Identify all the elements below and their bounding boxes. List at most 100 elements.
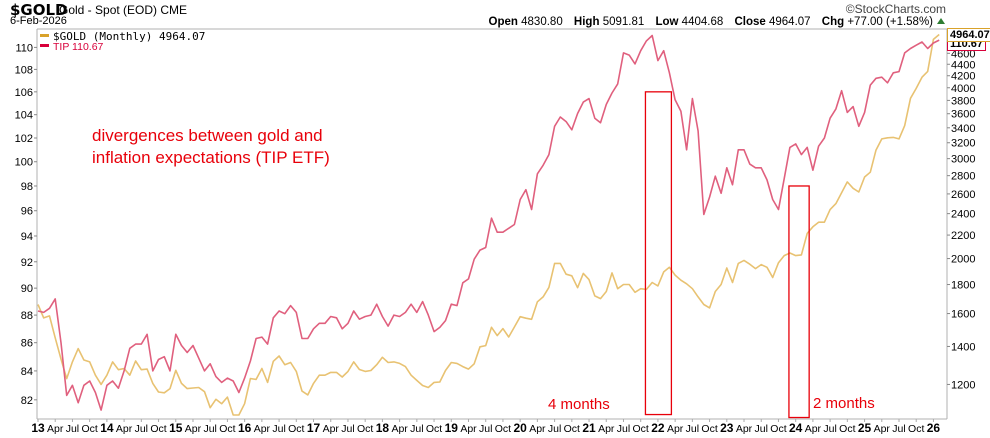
symbol-description: Gold - Spot (EOD) CME bbox=[59, 3, 188, 17]
right-tick-label: 1600 bbox=[951, 309, 975, 321]
stockcharts-logo[interactable]: ©StockCharts.com bbox=[845, 2, 946, 16]
x-year-label: 20 bbox=[513, 421, 527, 435]
x-month-label: Jul bbox=[66, 423, 79, 435]
x-month-label: Apr bbox=[460, 423, 477, 435]
up-arrow-icon bbox=[937, 18, 945, 24]
left-tick-label: 106 bbox=[15, 87, 33, 99]
x-month-label: Oct bbox=[564, 423, 580, 435]
right-tick-label: 4600 bbox=[951, 48, 975, 60]
close-value: 4964.07 bbox=[768, 16, 811, 28]
x-month-label: Jul bbox=[479, 423, 492, 435]
right-tick-label: 2600 bbox=[951, 189, 975, 201]
tip-legend-swatch bbox=[40, 44, 49, 47]
left-tick-label: 108 bbox=[15, 64, 33, 76]
x-month-label: Jul bbox=[823, 423, 836, 435]
right-tick-label: 3200 bbox=[951, 138, 975, 150]
divergence-box bbox=[788, 185, 810, 419]
x-month-label: Apr bbox=[254, 423, 271, 435]
low-value: 4404.68 bbox=[681, 16, 724, 28]
gold-series-line bbox=[37, 33, 940, 416]
right-tick-label: 2000 bbox=[951, 254, 975, 266]
right-tick-label: 2400 bbox=[951, 209, 975, 221]
left-tick-label: 94 bbox=[21, 231, 33, 243]
x-month-label: Oct bbox=[908, 423, 924, 435]
x-month-label: Apr bbox=[185, 423, 202, 435]
x-month-label: Jul bbox=[686, 423, 699, 435]
right-tick-label: 3800 bbox=[951, 95, 975, 107]
box2-label: 2 months bbox=[813, 395, 875, 412]
left-tick-label: 86 bbox=[21, 338, 33, 350]
x-month-label: Jul bbox=[272, 423, 285, 435]
x-year-label: 26 bbox=[927, 421, 941, 435]
low-label: Low bbox=[655, 16, 679, 28]
right-tick-label: 3000 bbox=[951, 154, 975, 166]
x-year-label: 16 bbox=[238, 421, 252, 435]
x-month-label: Jul bbox=[341, 423, 354, 435]
high-value: 5091.81 bbox=[602, 16, 645, 28]
legend-gold-label: $GOLD (Monthly) 4964.07 bbox=[53, 30, 206, 43]
x-month-label: Oct bbox=[701, 423, 717, 435]
x-month-label: Jul bbox=[410, 423, 423, 435]
x-month-label: Jul bbox=[617, 423, 630, 435]
left-tick-label: 100 bbox=[15, 157, 33, 169]
x-month-label: Oct bbox=[81, 423, 97, 435]
high-label: High bbox=[573, 16, 600, 28]
legend-tip-label: TIP 110.67 bbox=[53, 41, 104, 53]
open-label: Open bbox=[488, 16, 518, 28]
x-year-label: 22 bbox=[651, 421, 665, 435]
box1-label: 4 months bbox=[548, 396, 610, 413]
x-month-label: Jul bbox=[755, 423, 768, 435]
x-month-label: Oct bbox=[357, 423, 373, 435]
right-tick-label: 1200 bbox=[951, 379, 975, 391]
x-month-label: Oct bbox=[426, 423, 442, 435]
x-year-label: 14 bbox=[100, 421, 114, 435]
left-tick-label: 102 bbox=[15, 133, 33, 145]
chart-date: 6-Feb-2026 bbox=[10, 15, 67, 27]
gold-last-value-tag: 4964.07 bbox=[947, 28, 990, 42]
x-year-label: 23 bbox=[720, 421, 734, 435]
x-year-label: 18 bbox=[376, 421, 390, 435]
x-month-label: Oct bbox=[150, 423, 166, 435]
right-tick-label: 2200 bbox=[951, 230, 975, 242]
x-month-label: Apr bbox=[598, 423, 615, 435]
right-tick-label: 1800 bbox=[951, 280, 975, 292]
x-month-label: Jul bbox=[548, 423, 561, 435]
x-month-label: Jul bbox=[203, 423, 216, 435]
chg-value: +77.00 (+1.58%) bbox=[847, 16, 933, 28]
ohlc-readout: Open 4830.80 High 5091.81 Low 4404.68 Cl… bbox=[489, 16, 945, 28]
left-tick-label: 104 bbox=[15, 110, 33, 122]
x-month-label: Apr bbox=[323, 423, 340, 435]
left-tick-label: 110 bbox=[15, 42, 33, 54]
x-month-label: Jul bbox=[135, 423, 148, 435]
gold-legend-swatch bbox=[40, 34, 49, 37]
right-tick-label: 4200 bbox=[951, 71, 975, 83]
x-year-label: 15 bbox=[169, 421, 183, 435]
x-month-label: Apr bbox=[47, 423, 64, 435]
x-month-label: Oct bbox=[633, 423, 649, 435]
left-tick-label: 82 bbox=[21, 395, 33, 407]
x-year-label: 19 bbox=[445, 421, 459, 435]
close-label: Close bbox=[734, 16, 766, 28]
chg-label: Chg bbox=[821, 16, 845, 28]
legend-tip: TIP 110.67 bbox=[40, 41, 103, 53]
divergence-annotation: divergences between gold and inflation e… bbox=[92, 126, 330, 167]
x-month-label: Apr bbox=[116, 423, 133, 435]
x-year-label: 17 bbox=[307, 421, 321, 435]
x-month-label: Oct bbox=[839, 423, 855, 435]
right-tick-label: 4400 bbox=[951, 59, 975, 71]
x-year-label: 25 bbox=[858, 421, 872, 435]
right-tick-label: 1400 bbox=[951, 341, 975, 353]
left-tick-label: 98 bbox=[21, 181, 33, 193]
left-tick-label: 96 bbox=[21, 206, 33, 218]
x-month-label: Apr bbox=[736, 423, 753, 435]
right-tick-label: 2800 bbox=[951, 171, 975, 183]
legend-gold: $GOLD (Monthly) 4964.07 bbox=[40, 30, 205, 43]
symbol-title: $GOLD bbox=[10, 1, 68, 19]
x-month-label: Apr bbox=[667, 423, 684, 435]
x-month-label: Apr bbox=[529, 423, 546, 435]
x-month-label: Oct bbox=[219, 423, 235, 435]
left-tick-label: 92 bbox=[21, 257, 33, 269]
open-value: 4830.80 bbox=[521, 16, 563, 28]
left-tick-label: 88 bbox=[21, 310, 33, 322]
